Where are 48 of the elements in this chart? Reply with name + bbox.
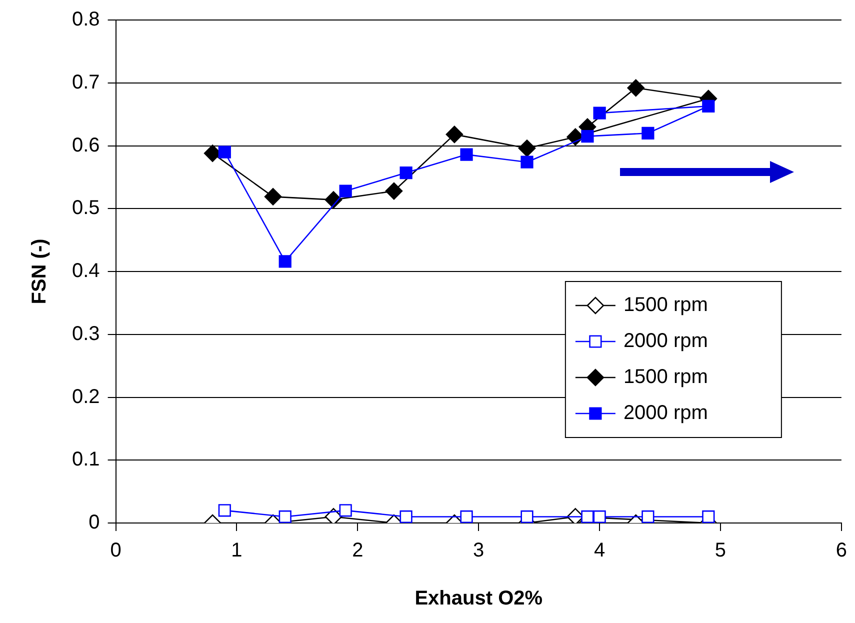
y-tick-label: 0.3 xyxy=(72,322,100,345)
y-tick-label: 0.2 xyxy=(72,386,100,408)
x-axis-title: Exhaust O2% xyxy=(414,588,543,610)
y-tick-label: 0.8 xyxy=(72,8,100,31)
point xyxy=(460,148,473,161)
y-tick-label: 0.5 xyxy=(72,197,100,220)
point xyxy=(593,510,606,523)
point xyxy=(460,510,473,523)
point xyxy=(518,140,536,157)
point xyxy=(324,508,342,523)
y-axis-title: FSN (-) xyxy=(28,238,51,304)
point xyxy=(400,510,412,523)
point xyxy=(702,510,715,523)
point xyxy=(264,188,282,206)
point xyxy=(218,504,231,517)
legend-label: 1500 rpm xyxy=(623,294,708,316)
y-tick-label: 0.1 xyxy=(72,448,100,471)
point xyxy=(339,184,352,198)
x-tick-label: 2 xyxy=(352,540,364,562)
point xyxy=(581,130,594,143)
point xyxy=(627,79,644,97)
x-tick-label: 5 xyxy=(714,540,726,562)
point xyxy=(339,504,352,517)
point xyxy=(642,126,654,140)
point xyxy=(278,255,292,268)
point xyxy=(385,182,403,200)
point xyxy=(218,146,231,158)
point xyxy=(520,156,534,168)
point xyxy=(581,510,594,523)
x-tick-label: 3 xyxy=(473,540,484,562)
y-tick-label: 0.7 xyxy=(72,71,100,94)
point xyxy=(702,100,715,112)
point xyxy=(593,106,606,120)
legend-label: 1500 rpm xyxy=(623,366,708,388)
legend-label: 2000 rpm xyxy=(623,402,708,424)
point xyxy=(278,510,292,523)
x-tick-label: 4 xyxy=(594,540,606,562)
legend-label: 2000 rpm xyxy=(623,330,708,352)
point xyxy=(520,510,534,523)
x-tick-label: 1 xyxy=(231,540,242,562)
y-tick-label: 0.4 xyxy=(72,260,100,282)
y-tick-label: 0 xyxy=(88,512,100,534)
x-tick-label: 6 xyxy=(836,540,847,562)
x-tick-label: 0 xyxy=(110,540,122,562)
point xyxy=(446,126,464,144)
y-tick-label: 0.6 xyxy=(72,134,100,156)
point xyxy=(400,166,412,180)
point xyxy=(642,510,654,523)
